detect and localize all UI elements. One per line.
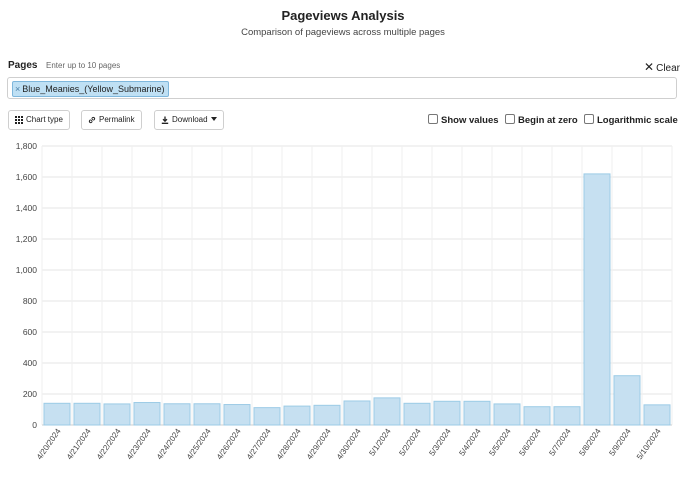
y-tick-label: 600	[23, 327, 37, 337]
begin-at-zero-label: Begin at zero	[518, 115, 578, 126]
x-tick-label: 5/2/2024	[397, 427, 423, 458]
x-tick-label: 5/6/2024	[517, 427, 543, 458]
bar	[493, 403, 521, 426]
y-tick-label: 200	[23, 389, 37, 399]
page-token[interactable]: × Blue_Meanies_(Yellow_Submarine)	[12, 81, 169, 97]
x-tick-label: 5/9/2024	[607, 427, 633, 458]
bar	[223, 404, 251, 426]
x-tick-label: 4/20/2024	[35, 427, 63, 462]
x-tick-label: 4/28/2024	[275, 427, 303, 462]
bar	[103, 403, 131, 426]
log-scale-label: Logarithmic scale	[597, 115, 678, 126]
bar	[613, 375, 641, 426]
bar	[73, 402, 101, 426]
x-tick-label: 5/10/2024	[635, 427, 663, 462]
bar	[643, 404, 671, 426]
y-tick-label: 1,800	[16, 141, 38, 151]
chart-type-label: Chart type	[26, 115, 63, 124]
bar	[343, 400, 371, 426]
show-values-checkbox[interactable]: Show values	[428, 114, 499, 126]
bar	[463, 400, 491, 426]
bar	[583, 173, 611, 426]
bar	[553, 406, 581, 426]
x-tick-label: 5/7/2024	[547, 427, 573, 458]
bar	[433, 400, 461, 426]
bar	[43, 402, 71, 426]
x-tick-label: 4/24/2024	[155, 427, 183, 462]
y-tick-label: 1,400	[16, 203, 38, 213]
checkbox-box[interactable]	[584, 114, 594, 124]
x-tick-label: 5/1/2024	[367, 427, 393, 458]
bar	[403, 402, 431, 426]
x-tick-label: 5/8/2024	[577, 427, 603, 458]
link-icon	[88, 116, 96, 124]
permalink-button[interactable]: Permalink	[81, 110, 142, 130]
download-icon	[161, 116, 169, 124]
page-subtitle: Comparison of pageviews across multiple …	[241, 27, 445, 38]
pages-row: Pages Enter up to 10 pages ✕ Clear	[8, 60, 680, 74]
y-tick-label: 1,200	[16, 234, 38, 244]
grid-icon	[15, 116, 23, 124]
clear-button[interactable]: ✕ Clear	[644, 60, 680, 74]
begin-at-zero-checkbox[interactable]: Begin at zero	[505, 114, 578, 126]
x-tick-label: 4/26/2024	[215, 427, 243, 462]
chart-type-button[interactable]: Chart type	[8, 110, 70, 130]
x-tick-label: 5/4/2024	[457, 427, 483, 458]
x-tick-label: 4/22/2024	[95, 427, 123, 462]
pages-input[interactable]: × Blue_Meanies_(Yellow_Submarine)	[7, 77, 677, 99]
x-tick-label: 4/25/2024	[185, 427, 213, 462]
remove-token-icon[interactable]: ×	[15, 84, 21, 94]
checkbox-box[interactable]	[505, 114, 515, 124]
show-values-label: Show values	[441, 115, 499, 126]
close-icon: ✕	[644, 60, 655, 74]
pageviews-chart: 0 200 400 600 800 1,000 1,200 1,400 1,600 1,800 4/…	[0, 138, 700, 480]
x-tick-label: 4/27/2024	[245, 427, 273, 462]
y-tick-label: 800	[23, 296, 37, 306]
x-tick-label: 5/5/2024	[487, 427, 513, 458]
y-tick-label: 400	[23, 358, 37, 368]
bar	[253, 407, 281, 426]
clear-label: Clear	[656, 63, 680, 74]
x-tick-label: 4/29/2024	[305, 427, 333, 462]
y-tick-label: 0	[32, 420, 37, 430]
x-tick-label: 4/23/2024	[125, 427, 153, 462]
page-token-label: Blue_Meanies_(Yellow_Submarine)	[22, 84, 165, 94]
bar	[163, 403, 191, 426]
y-tick-label: 1,000	[16, 265, 38, 275]
x-tick-label: 4/30/2024	[335, 427, 363, 462]
bar	[523, 406, 551, 426]
chevron-down-icon	[210, 117, 217, 121]
log-scale-checkbox[interactable]: Logarithmic scale	[584, 114, 678, 126]
bar	[283, 405, 311, 426]
bar	[133, 402, 161, 426]
download-label: Download	[172, 115, 208, 124]
pages-hint: Enter up to 10 pages	[46, 61, 121, 70]
y-tick-label: 1,600	[16, 172, 38, 182]
bar	[373, 397, 401, 426]
page-title: Pageviews Analysis	[281, 8, 405, 23]
x-tick-label: 4/21/2024	[65, 427, 93, 462]
checkbox-box[interactable]	[428, 114, 438, 124]
bar	[313, 404, 341, 426]
permalink-label: Permalink	[99, 115, 135, 124]
bar	[193, 403, 221, 426]
chart-svg: 0 200 400 600 800 1,000 1,200 1,400 1,600 1,800 4/…	[16, 141, 673, 462]
pages-label: Pages	[8, 60, 38, 71]
download-button[interactable]: Download	[154, 110, 224, 130]
x-tick-label: 5/3/2024	[427, 427, 453, 458]
